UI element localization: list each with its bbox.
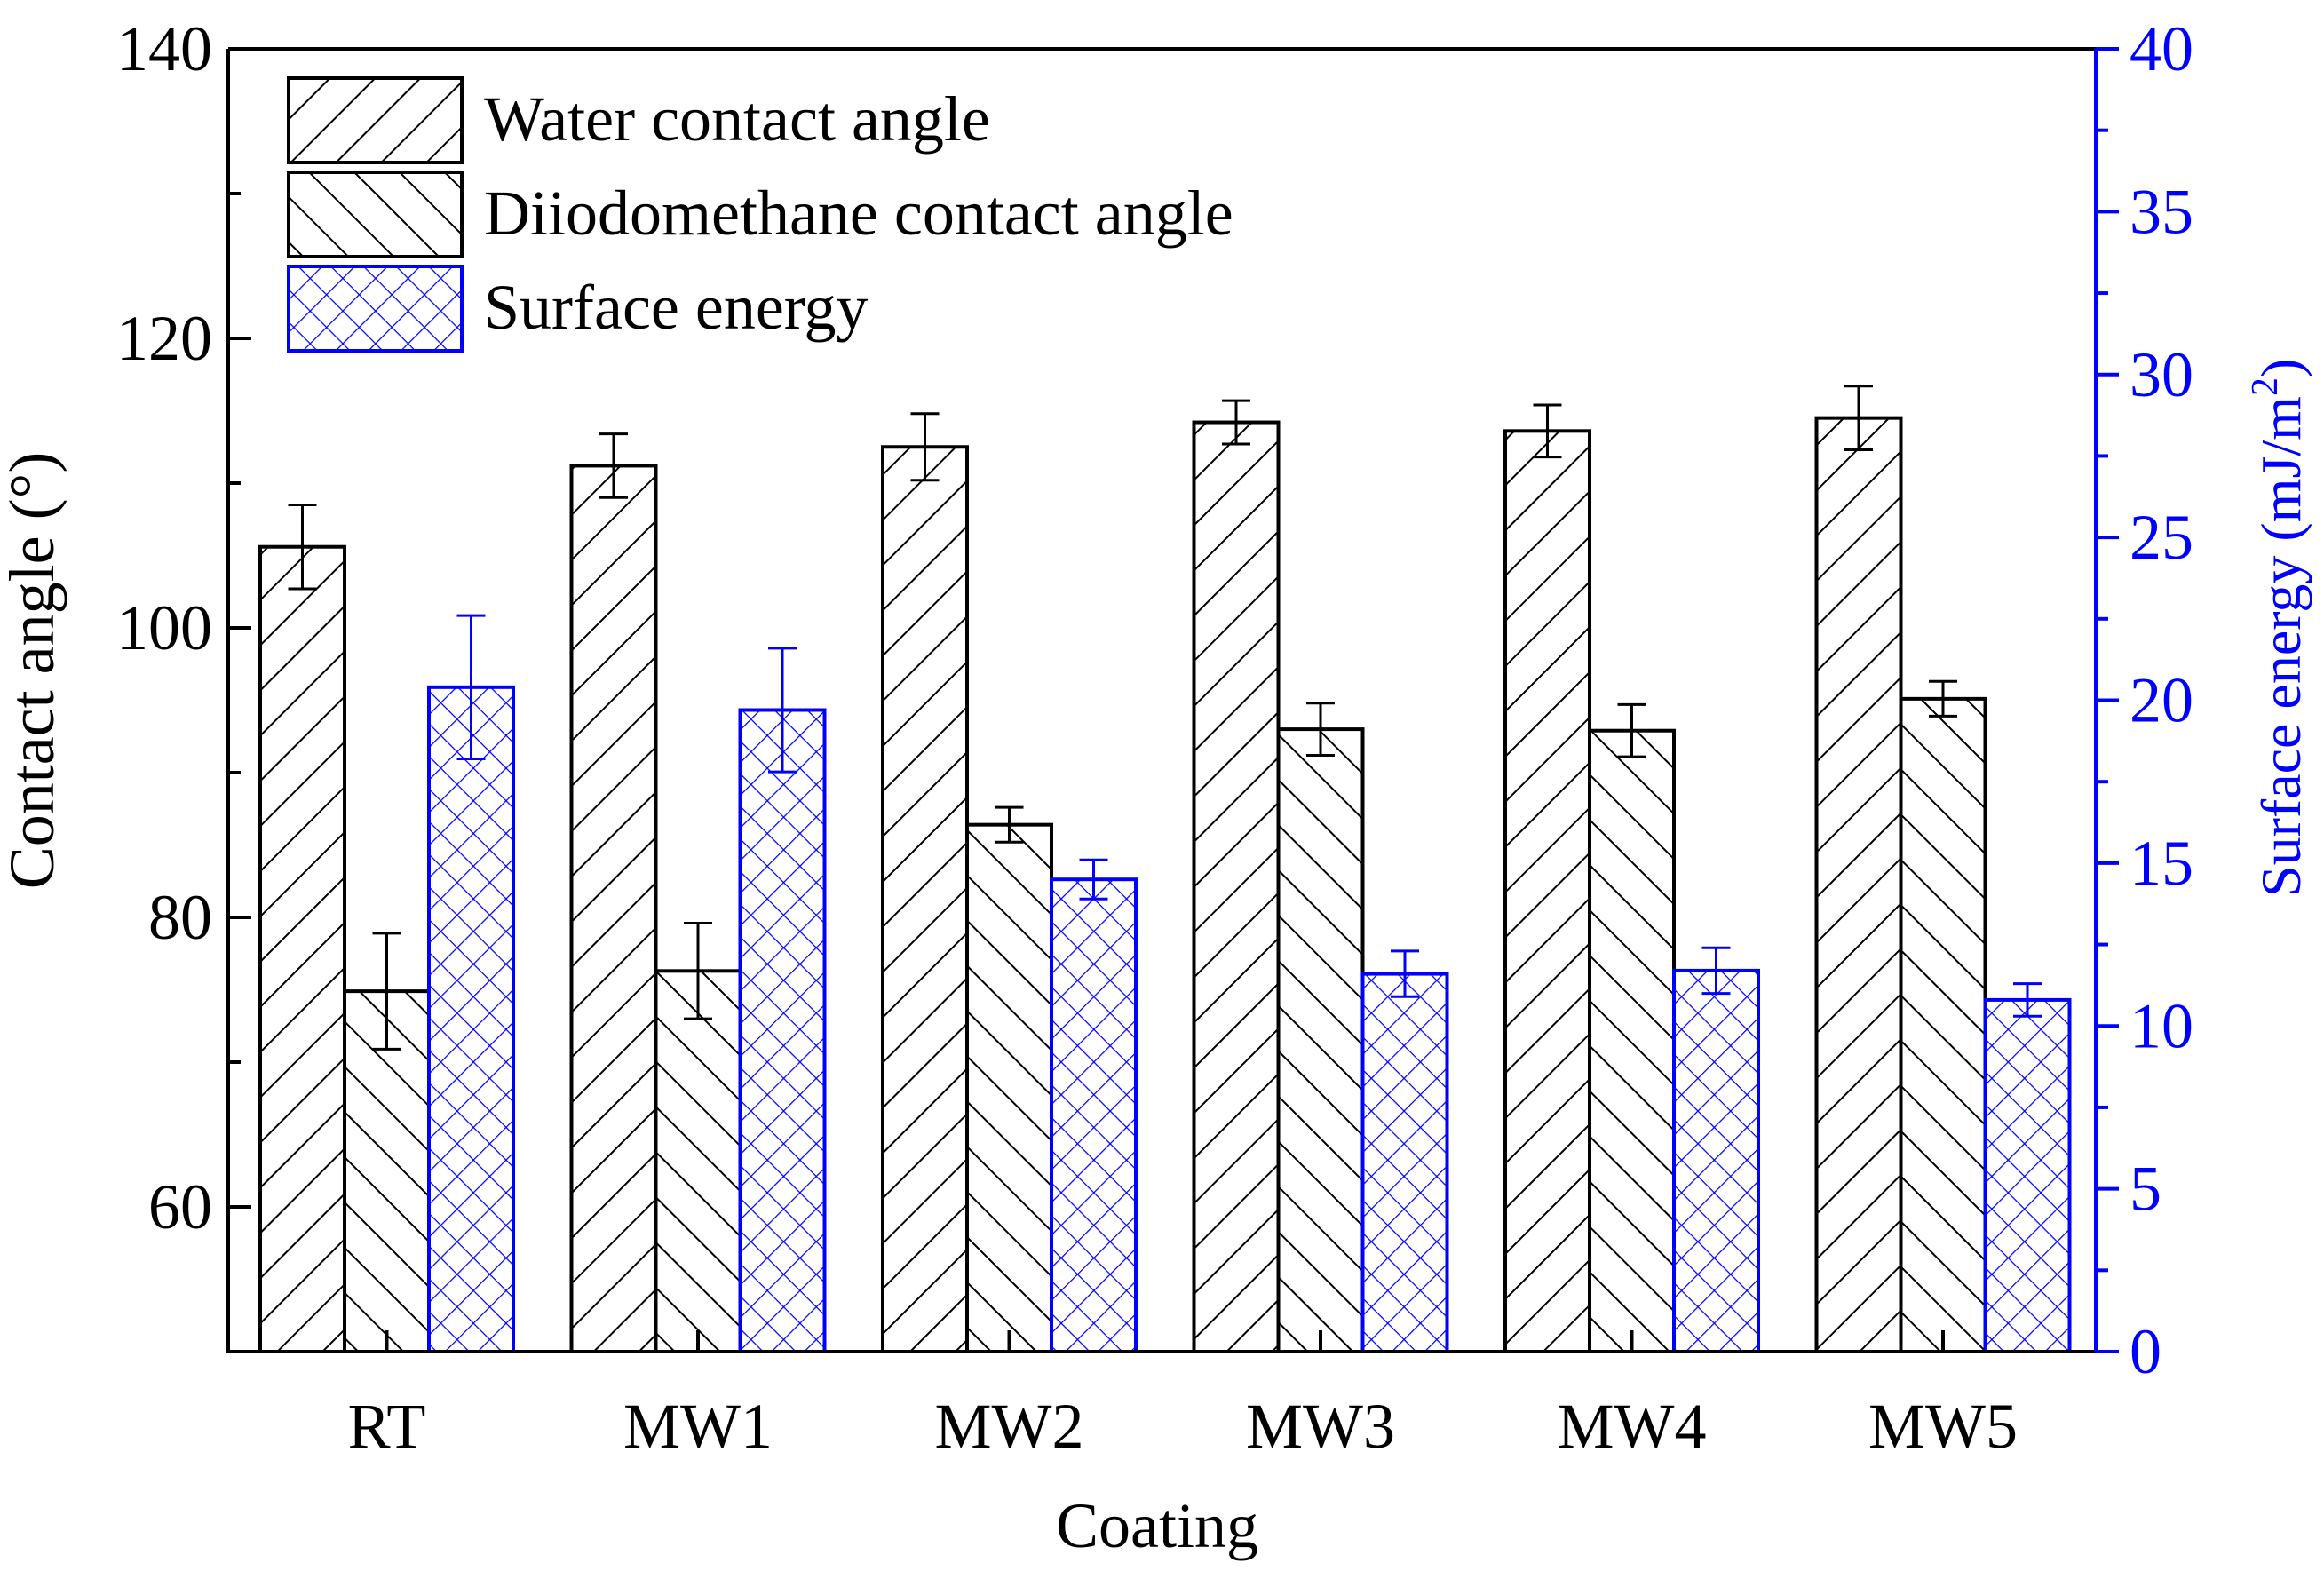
error-bar-diiodomethane-contact-angle-rt [372, 932, 401, 1051]
x-tick-label: MW5 [1868, 1391, 2018, 1462]
bars-layer [258, 416, 2072, 1354]
bar-surface-energy-rt [427, 685, 515, 1353]
x-tick-label: MW2 [935, 1391, 1084, 1462]
x-axis-ticks: RT MW1 MW2 MW3 MW4 MW5 [348, 1330, 2018, 1462]
bar-surface-energy-mw1 [738, 708, 827, 1353]
error-bar-surface-energy-mw3 [1391, 949, 1419, 998]
legend-swatch [287, 76, 464, 164]
bar-surface-energy-mw4 [1672, 968, 1760, 1353]
left-tick-label: 80 [148, 882, 212, 953]
bar-surface-energy-mw2 [1050, 877, 1138, 1353]
error-bar-water-contact-angle-mw1 [599, 432, 628, 499]
right-axis-ticks: 0 5 10 15 20 25 30 35 40 [2096, 13, 2193, 1387]
error-bar-water-contact-angle-mw2 [910, 412, 940, 482]
error-bar-water-contact-angle-mw3 [1222, 399, 1250, 446]
right-tick-label: 35 [2130, 176, 2193, 247]
error-bar-water-contact-angle-mw5 [1844, 385, 1873, 452]
right-tick-label: 5 [2130, 1154, 2161, 1225]
bar-diiodomethane-contact-angle-rt [343, 989, 431, 1353]
right-tick-label: 25 [2130, 502, 2193, 573]
right-axis-label: Surface energy (mJ/m2) [2245, 359, 2312, 897]
left-axis-label: Contact angle (°) [0, 452, 67, 890]
error-bar-diiodomethane-contact-angle-mw5 [1929, 679, 1957, 718]
error-bar-surface-energy-mw5 [2013, 982, 2042, 1018]
error-bar-diiodomethane-contact-angle-mw3 [1306, 702, 1335, 757]
left-axis-ticks: 60 80 100 120 140 [116, 13, 251, 1353]
error-bar-water-contact-angle-mw4 [1533, 403, 1562, 459]
bar-diiodomethane-contact-angle-mw1 [654, 969, 742, 1354]
right-tick-label: 30 [2130, 339, 2193, 410]
legend-label: Water contact angle [484, 83, 990, 155]
x-tick-label: MW4 [1558, 1391, 1707, 1462]
error-bar-surface-energy-mw2 [1079, 858, 1108, 901]
legend-item-surface-energy: Surface energy [287, 265, 868, 353]
error-bar-diiodomethane-contact-angle-mw1 [684, 922, 712, 1020]
bar-water-contact-angle-mw5 [1814, 416, 1903, 1353]
error-bar-surface-energy-mw1 [768, 647, 797, 774]
x-tick-label: MW1 [623, 1391, 773, 1462]
legend-swatch [287, 171, 464, 258]
right-axis-label-superscript: 2 [2245, 377, 2286, 396]
left-tick-label: 100 [116, 592, 212, 663]
right-tick-label: 20 [2130, 665, 2193, 736]
bar-water-contact-angle-mw3 [1192, 420, 1281, 1353]
x-tick-label: RT [348, 1391, 426, 1462]
x-tick-label: MW3 [1246, 1391, 1395, 1462]
left-tick-label: 140 [116, 13, 212, 84]
bar-diiodomethane-contact-angle-mw2 [965, 822, 1053, 1353]
error-bar-surface-energy-mw4 [1701, 946, 1731, 996]
bar-surface-energy-mw3 [1360, 972, 1449, 1353]
bar-water-contact-angle-mw1 [569, 464, 658, 1353]
error-bar-surface-energy-rt [456, 614, 486, 761]
bar-diiodomethane-contact-angle-mw5 [1899, 696, 1987, 1353]
legend: Water contact angle Diiodomethane contact… [287, 76, 1233, 353]
legend-label: Surface energy [484, 272, 868, 343]
bar-surface-energy-mw5 [1983, 997, 2072, 1354]
x-axis-label: Coating [1056, 1490, 1258, 1561]
legend-swatch [287, 265, 464, 353]
right-axis-label-close: ) [2249, 359, 2312, 377]
legend-item-water-contact-angle: Water contact angle [287, 76, 990, 164]
error-bars-layer [288, 385, 2042, 1051]
bar-water-contact-angle-mw4 [1503, 429, 1591, 1354]
bar-diiodomethane-contact-angle-mw3 [1276, 727, 1365, 1353]
error-bar-diiodomethane-contact-angle-mw4 [1617, 702, 1646, 758]
bar-water-contact-angle-rt [258, 544, 346, 1353]
legend-item-diiodomethane-contact-angle: Diiodomethane contact angle [287, 171, 1233, 258]
right-tick-label: 40 [2130, 13, 2193, 84]
legend-label: Diiodomethane contact angle [484, 178, 1233, 249]
left-tick-label: 60 [148, 1171, 212, 1242]
bar-water-contact-angle-mw2 [881, 445, 969, 1353]
error-bar-diiodomethane-contact-angle-mw2 [995, 805, 1024, 844]
right-axis-label-text: Surface energy (mJ/m [2249, 396, 2312, 897]
left-tick-label: 120 [116, 303, 212, 374]
right-tick-label: 15 [2130, 828, 2193, 899]
right-tick-label: 0 [2130, 1316, 2161, 1387]
right-tick-label: 10 [2130, 990, 2193, 1061]
error-bar-water-contact-angle-rt [288, 503, 317, 591]
bar-diiodomethane-contact-angle-mw4 [1588, 728, 1676, 1353]
